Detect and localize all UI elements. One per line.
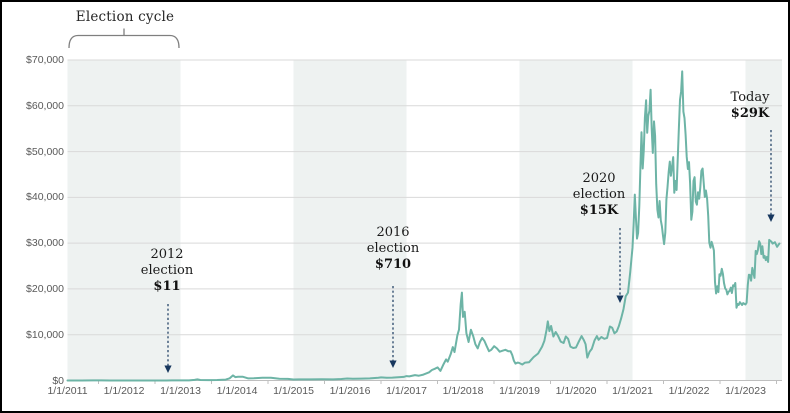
- annotation-arrowhead: [616, 295, 624, 303]
- x-axis-label: 1/1/2019: [499, 385, 540, 397]
- election-cycle-band: [293, 60, 407, 381]
- annotation-arrows: [164, 130, 775, 373]
- annotation-line: 2012: [150, 247, 184, 262]
- x-axis-label: 1/1/2013: [160, 385, 201, 397]
- x-axis-label: 1/1/2017: [386, 385, 427, 397]
- annotation-value: $29K: [730, 106, 770, 121]
- election-cycle-band: [745, 60, 782, 381]
- election-cycle-bracket: [68, 28, 180, 49]
- election-cycle-label: Election cycle: [75, 9, 175, 25]
- x-axis-label: 1/1/2012: [103, 385, 145, 397]
- x-axis-label: 1/1/2021: [612, 385, 653, 397]
- annotation-line: election: [140, 263, 194, 278]
- price-line: [66, 70, 781, 382]
- y-axis-label: $50,000: [26, 145, 64, 158]
- x-axis-label: 1/1/2020: [555, 385, 597, 397]
- y-axis-label: $30,000: [26, 237, 64, 250]
- x-axis-label: 1/1/2016: [329, 385, 371, 397]
- annotation-line: election: [572, 187, 626, 202]
- annotation-value: $15K: [579, 203, 619, 218]
- annotation-value: $710: [374, 257, 412, 272]
- gridlines: [67, 59, 782, 381]
- y-axis-label: $20,000: [26, 282, 64, 295]
- election-cycle-bands: [67, 60, 782, 381]
- x-axis-label: 1/1/2014: [216, 385, 258, 397]
- x-axis-label: 1/1/2018: [442, 385, 484, 397]
- x-axis-label: 1/1/2015: [273, 385, 314, 397]
- y-axis-label: $40,000: [26, 191, 64, 204]
- annotation-election-2020: 2020 election $15K: [544, 171, 654, 219]
- annotation-arrowhead: [164, 365, 172, 373]
- annotation-line: election: [366, 241, 420, 256]
- annotation-arrowhead: [389, 360, 397, 368]
- annotation-arrowhead: [767, 214, 775, 222]
- x-axis-label: 1/1/2023: [725, 385, 766, 397]
- y-axis-label: $60,000: [26, 99, 64, 112]
- annotation-election-2016: 2016 election $710: [338, 225, 448, 273]
- annotation-today: Today $29K: [695, 90, 788, 122]
- annotation-line: Today: [730, 90, 770, 105]
- y-axis-label: $0: [52, 374, 64, 387]
- annotation-line: 2016: [376, 225, 410, 240]
- x-axis-label: 1/1/2022: [668, 385, 710, 397]
- annotation-line: 2020: [582, 171, 616, 186]
- price-line-path: [66, 70, 781, 382]
- election-cycle-band: [519, 60, 633, 381]
- x-axis-label: 1/1/2011: [47, 385, 88, 397]
- annotation-election-2012: 2012 election $11: [112, 247, 222, 295]
- annotation-value: $11: [153, 279, 181, 294]
- y-axis-label: $70,000: [26, 54, 64, 66]
- election-cycle-band: [67, 60, 181, 381]
- y-axis-label: $10,000: [26, 328, 64, 341]
